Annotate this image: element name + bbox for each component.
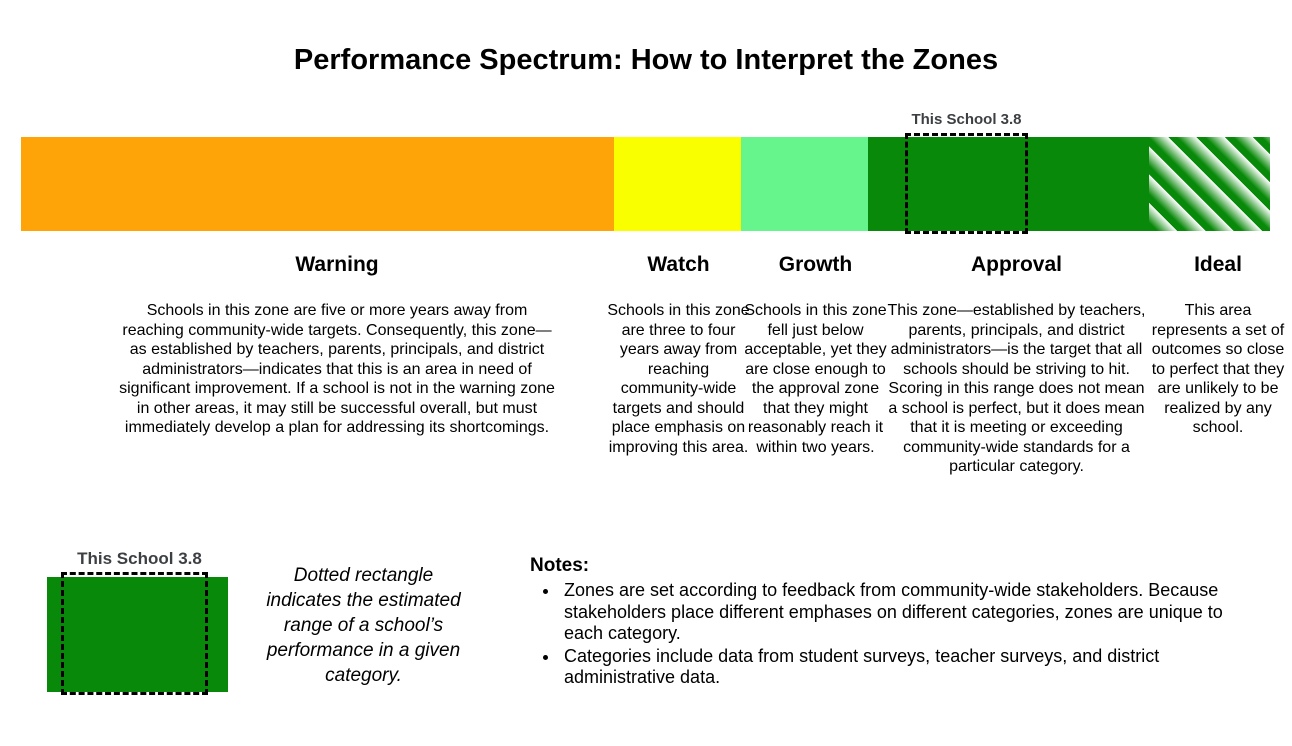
legend-score-label: This School 3.8 — [77, 549, 202, 568]
zone-description-growth: Schools in this zone fell just below acc… — [744, 302, 887, 456]
zone-label-growth: Growth — [778, 253, 853, 276]
spectrum-bar: This School 3.8 — [21, 111, 1270, 234]
zone-description-approval: This zone—established by teachers, paren… — [887, 302, 1146, 475]
note-item: Categories include data from student sur… — [560, 646, 1235, 689]
school-range-marker — [905, 133, 1028, 234]
legend-zone-swatch — [47, 577, 228, 692]
legend-caption: Dotted rectangle indicates the estimated… — [266, 565, 461, 686]
zone-description-warning: Schools in this zone are five or more ye… — [119, 302, 555, 436]
zone-segment-ideal — [1149, 137, 1270, 231]
zone-label-approval: Approval — [970, 253, 1062, 276]
zone-label-warning: Warning — [295, 253, 379, 276]
school-score-label: This School 3.8 — [911, 111, 1022, 128]
notes-list: Zones are set according to feedback from… — [530, 580, 1235, 689]
zone-description-watch: Schools in this zone are three to four y… — [607, 302, 750, 456]
zone-segment-warning — [21, 137, 614, 231]
zone-label-watch: Watch — [647, 253, 710, 276]
page-title: Performance Spectrum: How to Interpret t… — [293, 44, 999, 76]
zone-description-ideal: This area represents a set of outcomes s… — [1151, 302, 1285, 436]
zone-segment-approval — [868, 137, 1149, 231]
note-item: Zones are set according to feedback from… — [560, 580, 1235, 645]
zone-segment-growth — [741, 137, 868, 231]
notes-section: Notes: Zones are set according to feedba… — [530, 555, 1235, 690]
notes-heading: Notes: — [530, 555, 590, 576]
legend-range-marker — [61, 572, 208, 695]
zone-segment-watch — [614, 137, 741, 231]
zone-label-ideal: Ideal — [1194, 253, 1242, 276]
